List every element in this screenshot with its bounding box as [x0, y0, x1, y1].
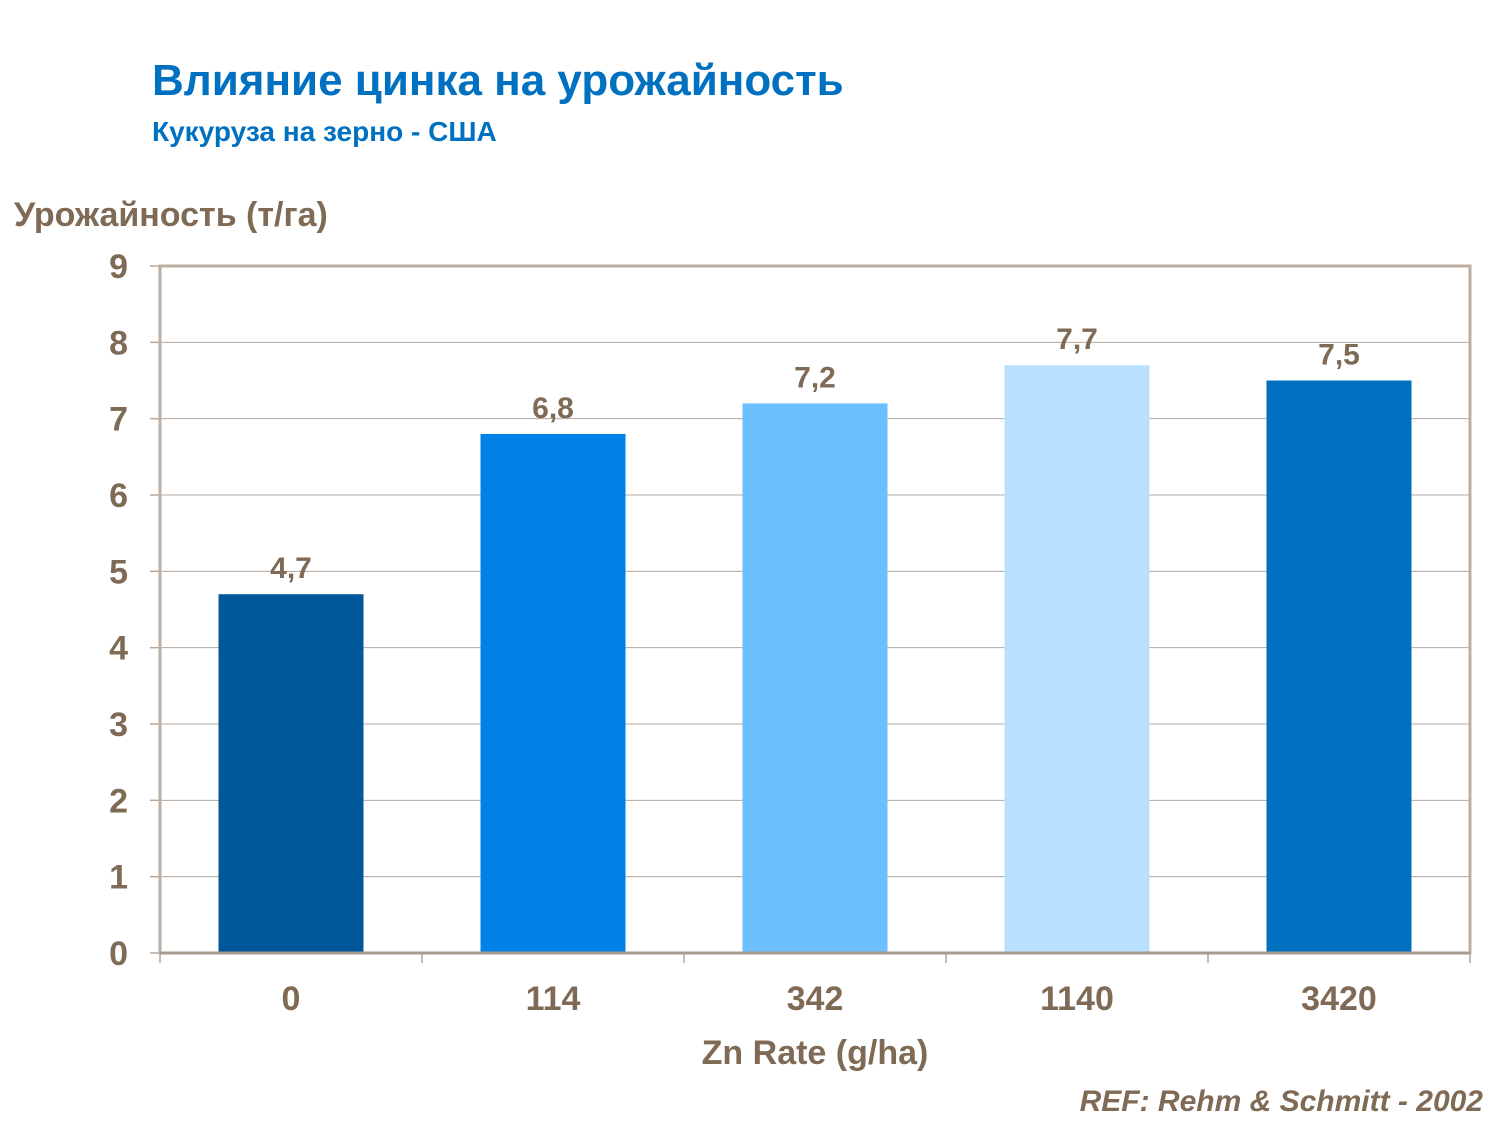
- y-tick-label: 1: [109, 859, 128, 897]
- bar-3420: [1266, 380, 1412, 953]
- y-tick-label: 2: [109, 782, 128, 820]
- data-label: 6,8: [532, 392, 574, 425]
- bar-342: [742, 403, 888, 953]
- y-tick-label: 4: [109, 630, 128, 668]
- y-tick-label: 6: [109, 477, 128, 515]
- y-tick-label: 0: [109, 935, 128, 973]
- x-tick-label: 1140: [1040, 980, 1114, 1018]
- y-tick-label: 9: [109, 248, 128, 286]
- data-label: 7,2: [794, 361, 836, 394]
- x-tick-label: 342: [787, 980, 844, 1018]
- chart-title: Влияние цинка на урожайность: [152, 56, 844, 105]
- data-label: 4,7: [270, 552, 312, 585]
- x-tick-label: 3420: [1301, 980, 1377, 1018]
- y-tick-label: 7: [109, 401, 128, 439]
- bar-0: [218, 594, 364, 953]
- bar-114: [480, 433, 626, 953]
- y-tick-label: 8: [109, 324, 128, 362]
- y-tick-label: 3: [109, 706, 128, 744]
- x-tick-label: 0: [282, 980, 301, 1018]
- data-label: 7,5: [1318, 339, 1360, 372]
- bar-1140: [1004, 365, 1150, 953]
- x-axis-label: Zn Rate (g/ha): [701, 1034, 929, 1072]
- reference-note: REF: Rehm & Schmitt - 2002: [1079, 1085, 1483, 1118]
- chart-subtitle: Кукуруза на зерно - США: [152, 116, 497, 147]
- y-tick-label: 5: [109, 553, 128, 591]
- x-tick-label: 114: [526, 980, 581, 1018]
- y-axis-label: Урожайность (т/га): [14, 196, 328, 234]
- data-label: 7,7: [1056, 323, 1098, 356]
